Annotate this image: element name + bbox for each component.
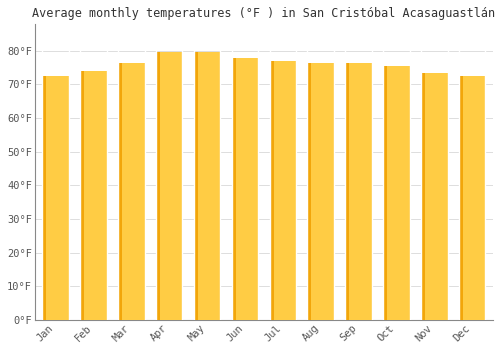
Bar: [156, 52, 160, 320]
Bar: [42, 76, 46, 320]
Bar: [270, 61, 296, 320]
Bar: [270, 61, 274, 320]
Bar: [308, 63, 334, 320]
Bar: [459, 76, 485, 320]
Bar: [80, 71, 106, 320]
Bar: [346, 63, 350, 320]
Bar: [194, 52, 198, 320]
Bar: [118, 63, 144, 320]
Bar: [383, 66, 409, 320]
Bar: [421, 73, 425, 320]
Bar: [118, 63, 122, 320]
Bar: [308, 63, 312, 320]
Bar: [80, 71, 84, 320]
Bar: [42, 76, 69, 320]
Bar: [232, 57, 258, 320]
Bar: [232, 57, 235, 320]
Bar: [156, 52, 182, 320]
Bar: [194, 52, 220, 320]
Bar: [421, 73, 448, 320]
Bar: [459, 76, 463, 320]
Bar: [346, 63, 372, 320]
Bar: [383, 66, 387, 320]
Title: Average monthly temperatures (°F ) in San Cristóbal Acasaguastlán: Average monthly temperatures (°F ) in Sa…: [32, 7, 495, 20]
